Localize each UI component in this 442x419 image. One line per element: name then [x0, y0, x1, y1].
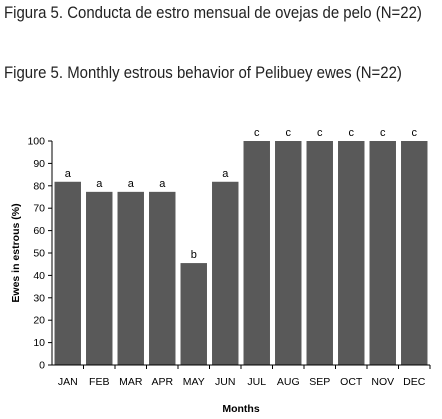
- bar-jun: [212, 181, 239, 365]
- bar-aug: [275, 141, 302, 365]
- bar-jul: [243, 141, 270, 365]
- x-tick-label: SEP: [309, 376, 330, 388]
- x-tick-label: DEC: [403, 376, 426, 388]
- x-tick-label: JAN: [58, 376, 78, 388]
- y-tick-label: 50: [33, 248, 45, 260]
- y-tick-label: 40: [33, 270, 45, 282]
- y-tick-label: 0: [39, 360, 45, 372]
- bar-jan: [54, 181, 81, 365]
- bar-sep: [306, 141, 333, 365]
- bar-letter-mar: a: [128, 178, 135, 190]
- y-axis-title: Ewes in estrous (%): [10, 203, 22, 302]
- bar-may: [180, 263, 207, 365]
- y-tick-label: 30: [33, 292, 45, 304]
- bar-letter-nov: c: [380, 127, 386, 139]
- x-tick-label: JUL: [247, 376, 266, 388]
- y-tick-label: 70: [33, 203, 45, 215]
- bar-letter-sep: c: [317, 127, 323, 139]
- bar-letter-jan: a: [65, 168, 72, 180]
- bar-letter-oct: c: [349, 127, 355, 139]
- x-tick-label: MAY: [183, 376, 205, 388]
- bar-oct: [338, 141, 365, 365]
- y-tick-label: 60: [33, 225, 45, 237]
- bar-nov: [369, 141, 396, 365]
- bars: [54, 141, 428, 365]
- x-tick-label: OCT: [340, 376, 363, 388]
- x-tick-label: AUG: [277, 376, 300, 388]
- y-tick-label: 10: [33, 337, 45, 349]
- x-tick-label: JUN: [215, 376, 235, 388]
- bar-letter-jun: a: [222, 168, 229, 180]
- bar-dec: [401, 141, 428, 365]
- y-axis-ticks: 0 10 20 30 40 50 60 70 80 90 100: [27, 136, 52, 372]
- bar-letter-apr: a: [159, 178, 166, 190]
- x-tick-label: APR: [151, 376, 173, 388]
- y-tick-label: 80: [33, 180, 45, 192]
- y-tick-label: 100: [27, 136, 45, 148]
- bar-apr: [149, 191, 176, 365]
- x-axis-title: Months: [222, 403, 259, 415]
- bar-feb: [86, 191, 113, 365]
- figure-caption-english: Figure 5. Monthly estrous behavior of Pe…: [4, 63, 402, 82]
- x-tick-label: MAR: [119, 376, 143, 388]
- x-tick-label: FEB: [89, 376, 109, 388]
- y-tick-label: 90: [33, 158, 45, 170]
- x-tick-label: NOV: [371, 376, 394, 388]
- figure-caption-spanish: Figura 5. Conducta de estro mensual de o…: [4, 3, 422, 22]
- bar-mar: [117, 191, 144, 365]
- y-tick-label: 20: [33, 315, 45, 327]
- bar-letter-may: b: [191, 249, 197, 261]
- bar-letter-jul: c: [254, 127, 260, 139]
- x-axis-ticks: JAN FEB MAR APR MAY JUN JUL AUG SEP OCT NOV DEC: [58, 365, 431, 388]
- bar-letter-aug: c: [286, 127, 292, 139]
- bar-significance-labels: a a a a b a c c c c c c: [65, 127, 418, 261]
- bar-letter-feb: a: [96, 178, 103, 190]
- bar-letter-dec: c: [412, 127, 418, 139]
